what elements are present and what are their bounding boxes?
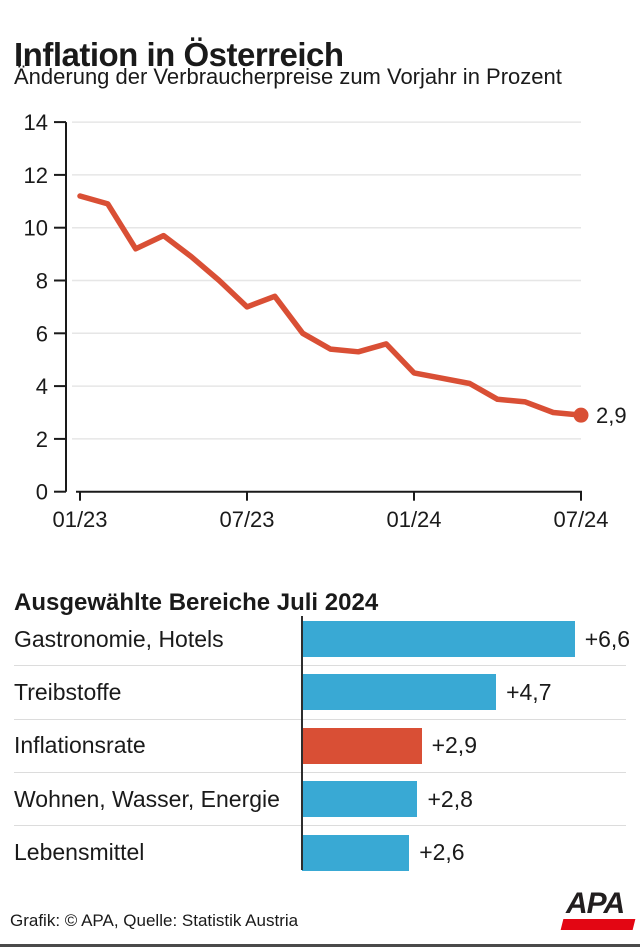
inflation-line-chart: 0 2 4 6 8 10 12 14 01/23 07/23 01/24 07/24 2,9 [24, 110, 627, 532]
bar-row: Lebensmittel +2,6 [14, 826, 626, 879]
bar-row: Inflationsrate +2,9 [14, 720, 626, 773]
bar [301, 781, 418, 818]
x-axis-label: 07/24 [553, 507, 608, 532]
bar-row: Gastronomie, Hotels +6,6 [14, 613, 630, 667]
y-axis-label: 8 [36, 269, 48, 294]
y-axis-label: 4 [36, 374, 48, 399]
y-axis-label: 10 [24, 216, 48, 241]
x-axis-label: 01/23 [52, 507, 107, 532]
y-axis-label: 0 [36, 480, 48, 505]
bar [301, 674, 497, 711]
bottom-border [0, 944, 640, 947]
credit-text: Grafik: © APA, Quelle: Statistik Austria [10, 911, 299, 930]
bar-value-label: +4,7 [506, 678, 552, 705]
bar-value-label: +2,9 [431, 732, 477, 759]
x-axis-label: 07/23 [219, 507, 274, 532]
y-axis-label: 6 [36, 321, 48, 346]
page-title: Inflation in Österreich [14, 36, 344, 74]
page-subtitle: Änderung der Verbraucherpreise zum Vorja… [14, 64, 562, 89]
bar-row: Wohnen, Wasser, Energie +2,8 [14, 773, 626, 827]
apa-logo-text: APA [566, 887, 625, 920]
bar-category-label: Lebensmittel [14, 839, 145, 866]
bar-value-label: +2,6 [419, 839, 465, 866]
bar-chart: Gastronomie, Hotels +6,6 Treibstoffe +4,7 In… [14, 613, 630, 879]
apa-logo: APA [560, 887, 636, 933]
bar-category-label: Inflationsrate [14, 732, 146, 759]
bar-category-label: Wohnen, Wasser, Energie [14, 785, 280, 812]
inflation-line-series [77, 193, 584, 418]
bar-highlighted [301, 727, 422, 764]
bar [301, 834, 410, 871]
y-axis-label: 2 [36, 427, 48, 452]
bar-section-title: Ausgewählte Bereiche Juli 2024 [14, 588, 379, 616]
bar-category-label: Treibstoffe [14, 678, 122, 705]
bar-value-label: +2,8 [427, 785, 473, 812]
bar-value-label: +6,6 [584, 625, 631, 652]
bar-baseline-axis [301, 616, 303, 870]
line-end-value-label: 2,9 [596, 403, 627, 428]
bar [301, 621, 575, 658]
line-end-dot [573, 407, 589, 423]
bar-category-label: Gastronomie, Hotels [14, 625, 224, 652]
bar-row: Treibstoffe +4,7 [14, 666, 626, 720]
x-axis-label: 01/24 [386, 507, 441, 532]
y-axis-label: 12 [24, 163, 48, 188]
y-axis-label: 14 [24, 110, 48, 135]
